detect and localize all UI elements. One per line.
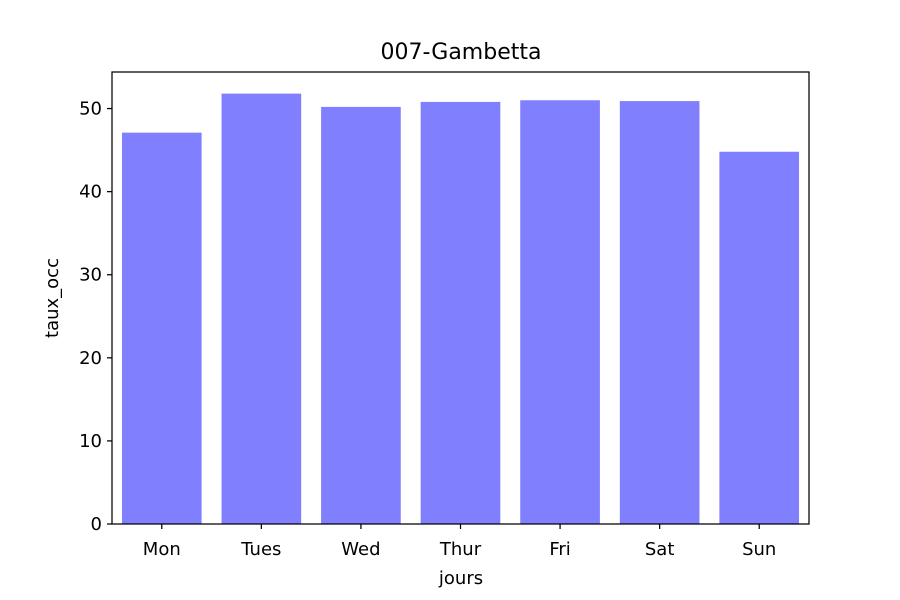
x-axis-label: jours xyxy=(438,568,483,589)
y-tick-label: 40 xyxy=(79,182,102,203)
x-tick-label: Sat xyxy=(645,539,675,560)
y-axis: 0 10 20 30 40 50 xyxy=(79,99,112,535)
bar-wed xyxy=(321,106,401,524)
x-tick-label: Sun xyxy=(742,539,776,560)
x-tick-label: Tues xyxy=(240,539,281,560)
y-tick-label: 30 xyxy=(79,265,102,286)
x-tick-label: Mon xyxy=(143,539,181,560)
y-axis-label: taux_occ xyxy=(42,258,63,338)
y-tick-label: 0 xyxy=(91,514,102,535)
bar-thur xyxy=(420,101,501,524)
x-axis: Mon Tues Wed Thur Fri Sat Sun xyxy=(143,524,776,560)
bar-fri xyxy=(520,100,600,524)
bars-group xyxy=(121,93,800,525)
bar-mon xyxy=(121,132,202,524)
x-tick-label: Wed xyxy=(341,539,380,560)
bar-sat xyxy=(619,101,700,525)
chart-title: 007-Gambetta xyxy=(381,40,542,65)
plot-frame xyxy=(111,71,810,525)
x-tick-label: Fri xyxy=(549,539,570,560)
bar-sun xyxy=(719,151,800,524)
x-tick-label: Thur xyxy=(439,539,482,560)
y-tick-label: 10 xyxy=(79,431,102,452)
y-tick-label: 50 xyxy=(79,99,102,120)
y-tick-label: 20 xyxy=(79,348,102,369)
bar-tues xyxy=(221,93,302,525)
